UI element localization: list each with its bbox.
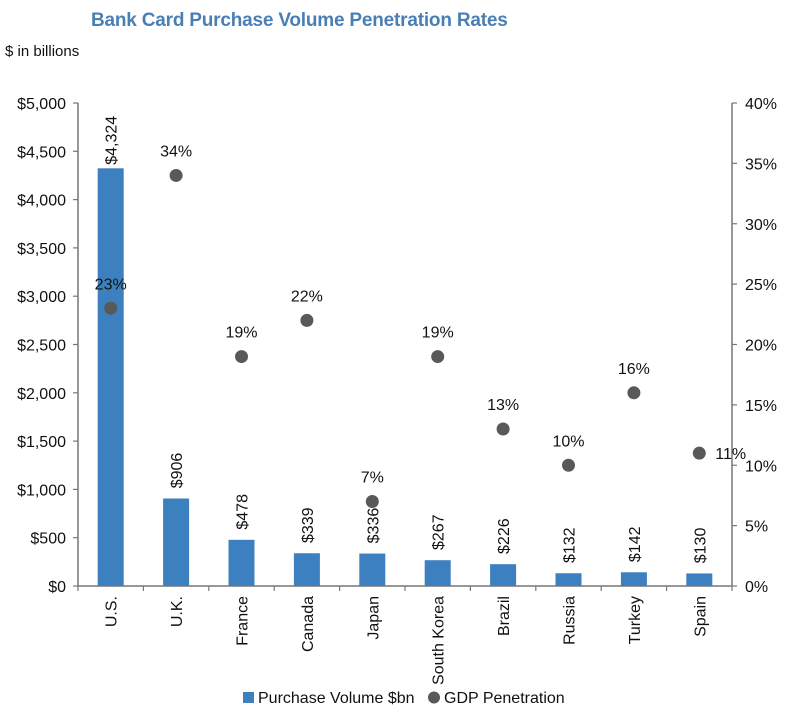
right-axis-tick-label: 30% <box>745 217 777 234</box>
bar <box>620 572 647 586</box>
bar-value-label: $226 <box>496 518 513 554</box>
left-axis-tick-label: $4,500 <box>17 144 66 161</box>
gdp-penetration-point <box>496 422 510 436</box>
left-axis-tick-label: $1,500 <box>17 434 66 451</box>
bar-series: $4,324 $906 $478 $339 $336 $267 $226 $132 $142 $1… <box>97 116 713 586</box>
bar-value-label: $4,324 <box>104 116 121 165</box>
bar-value-label: $267 <box>431 514 448 550</box>
gdp-penetration-point <box>562 458 575 472</box>
y-axis-unit-label: $ in billions <box>5 43 80 60</box>
gdp-penetration-point <box>300 313 314 327</box>
point-value-label: 7% <box>361 469 384 486</box>
right-axis-tick-label: 40% <box>745 96 777 113</box>
gdp-penetration-point <box>235 350 248 364</box>
bar-value-label: $132 <box>562 527 579 563</box>
bar-value-label: $142 <box>627 526 644 562</box>
right-axis-tick-label: 20% <box>745 338 777 355</box>
point-value-label: 16% <box>618 361 650 378</box>
right-axis-tick-label: 5% <box>745 519 768 536</box>
bar-value-label: $130 <box>692 528 709 564</box>
x-axis-category-label: U.K. <box>169 596 186 627</box>
left-axis-tick-label: $2,500 <box>17 338 66 355</box>
left-axis-tick-label: $3,000 <box>17 289 66 306</box>
gdp-penetration-point <box>692 446 706 460</box>
bar <box>686 573 713 586</box>
point-value-label: 10% <box>552 433 584 450</box>
legend-bar-label: Purchase Volume $bn <box>258 690 415 707</box>
x-axis-category-label: Canada <box>300 596 317 652</box>
point-value-label: 11% <box>715 446 746 463</box>
bar-value-label: $906 <box>169 453 186 489</box>
point-value-label: 19% <box>422 325 454 342</box>
bar-value-label: $478 <box>235 494 252 530</box>
left-axis-tick-label: $1,000 <box>17 482 66 499</box>
x-axis-category-label: Brazil <box>496 596 513 636</box>
left-axis-tick-label: $4,000 <box>17 193 66 210</box>
right-axis-tick-label: 15% <box>745 398 777 415</box>
x-axis-category-label: South Korea <box>431 596 448 685</box>
legend-point-label: GDP Penetration <box>444 690 565 707</box>
point-value-label: 34% <box>160 143 192 160</box>
left-axis-tick-label: $500 <box>30 531 66 548</box>
x-axis-category-label: Spain <box>692 596 709 637</box>
gdp-penetration-point <box>431 350 445 364</box>
legend: Purchase Volume $bn GDP Penetration <box>243 690 565 707</box>
gdp-penetration-point <box>627 386 641 400</box>
bar-value-label: $336 <box>365 508 382 544</box>
x-axis-category-label: Russia <box>562 596 579 645</box>
x-axis-category-label: U.S. <box>104 596 121 627</box>
bar <box>293 553 320 586</box>
point-value-label: 19% <box>225 325 257 342</box>
bar-value-label: $339 <box>300 507 317 543</box>
bar <box>163 498 190 586</box>
right-axis-tick-label: 10% <box>745 458 777 475</box>
point-value-label: 22% <box>291 288 323 305</box>
chart-title: Bank Card Purchase Volume Penetration Ra… <box>91 10 508 31</box>
legend-point-swatch <box>428 691 440 704</box>
right-axis-tick-label: 25% <box>745 277 777 294</box>
bar <box>359 553 386 586</box>
point-value-label: 23% <box>95 276 127 293</box>
axes: $0 $500 $1,000 $1,500 $2,000 $2,500 $3,000 $3,5… <box>17 96 777 685</box>
right-axis-tick-label: 0% <box>745 579 768 596</box>
gdp-penetration-point <box>104 301 118 315</box>
x-axis-category-label: Japan <box>365 596 382 640</box>
right-axis-tick-label: 35% <box>745 156 777 173</box>
gdp-penetration-point <box>169 168 183 182</box>
legend-bar-swatch <box>243 692 254 703</box>
left-axis-tick-label: $2,000 <box>17 386 66 403</box>
point-series: 23% 34% 19% 22% 7% 19% 13% 10% 16% 11% <box>95 143 746 508</box>
bar <box>555 573 582 586</box>
x-axis-category-label: France <box>235 596 252 646</box>
bar <box>490 564 517 586</box>
gdp-penetration-point <box>365 494 379 508</box>
bar <box>97 168 124 586</box>
bar <box>424 560 451 586</box>
left-axis-tick-label: $0 <box>48 579 66 596</box>
x-axis-category-label: Turkey <box>627 596 644 644</box>
bar <box>228 539 255 586</box>
point-value-label: 13% <box>487 397 519 414</box>
left-axis-tick-label: $5,000 <box>17 96 66 113</box>
left-axis-tick-label: $3,500 <box>17 241 66 258</box>
